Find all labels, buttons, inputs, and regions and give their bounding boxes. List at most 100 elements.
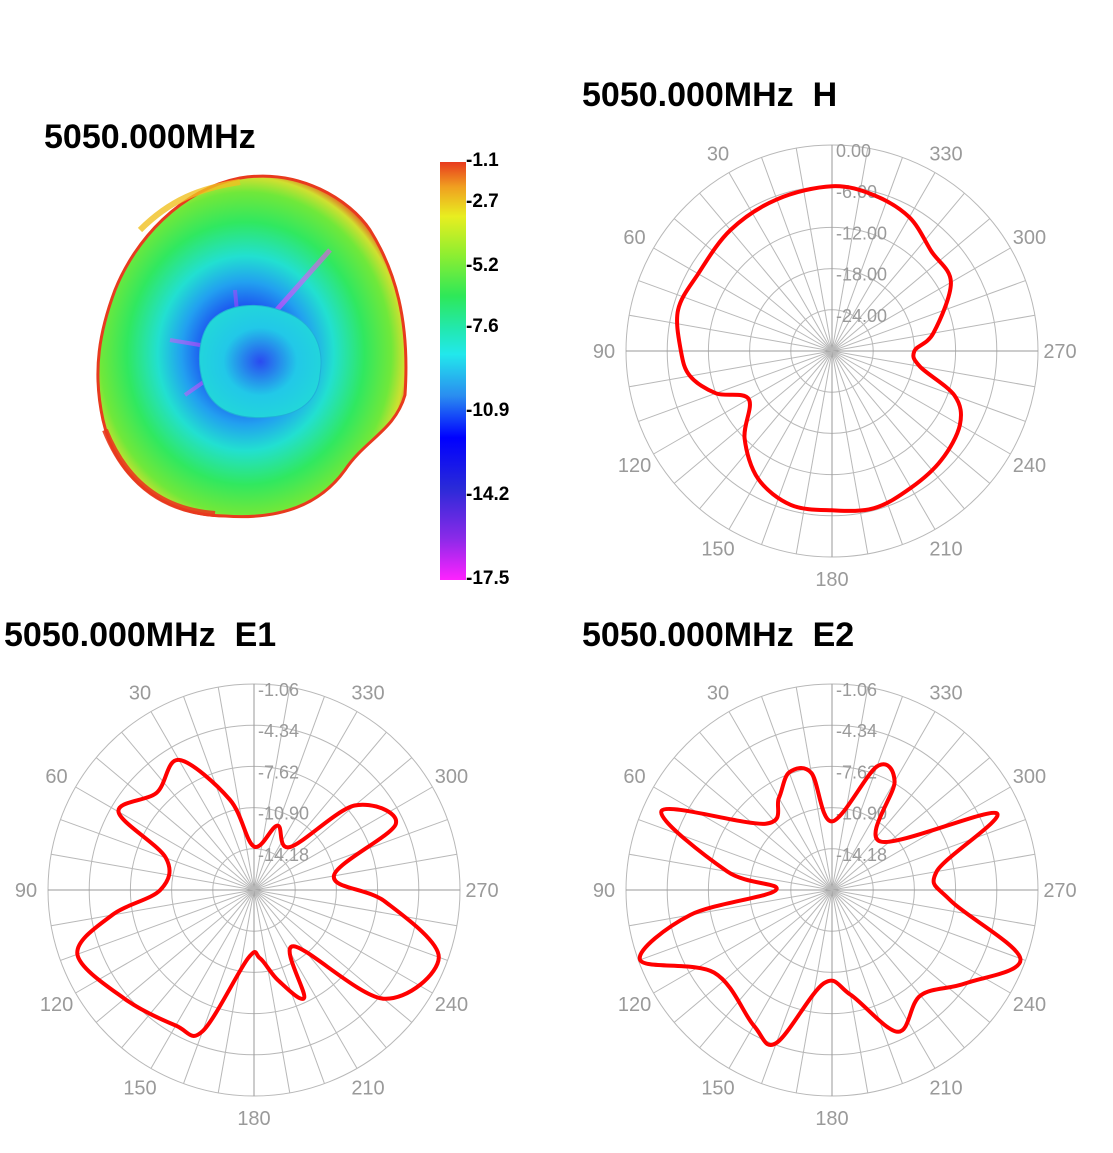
h-angle-label: 210 — [929, 538, 962, 560]
e1-angle-label: 210 — [351, 1077, 384, 1099]
h-grid-spoke — [831, 192, 965, 352]
colorbar-tick-label: -1.1 — [466, 150, 499, 171]
colorbar-tick-label: -7.6 — [466, 315, 499, 337]
h-angle-label: 150 — [701, 538, 734, 560]
e2-grid-spoke — [699, 889, 833, 1049]
e1-angle-label: 90 — [15, 880, 37, 902]
h-angle-label: 120 — [618, 455, 651, 477]
e1-grid-spoke — [253, 889, 387, 1049]
e1-pattern-trace — [75, 757, 441, 1038]
e2-angle-label: 330 — [929, 683, 962, 705]
e1-grid-spoke — [75, 889, 255, 994]
h-angle-label: 180 — [815, 569, 848, 591]
e1-angle-label: 120 — [40, 994, 73, 1016]
h-grid-spoke — [831, 218, 991, 352]
colorbar-tick-label: -10.9 — [466, 399, 510, 421]
h-grid-spoke — [638, 280, 833, 352]
e1-radial-label: -10.90 — [258, 804, 309, 824]
e2-grid-spoke — [638, 889, 833, 961]
h-grid-spoke — [728, 350, 833, 530]
h-grid-spoke — [653, 247, 833, 352]
e2-grid-spoke — [761, 696, 833, 891]
e2-grid-spoke — [728, 711, 833, 891]
h-angle-label: 300 — [1013, 227, 1046, 249]
h-grid-spoke — [673, 350, 833, 484]
h-grid-spoke — [699, 350, 833, 510]
e2-radial-label: -14.18 — [836, 845, 887, 865]
e2-angle-label: 270 — [1043, 880, 1076, 902]
h-grid-spoke — [831, 280, 1026, 352]
e1-grid-spoke — [253, 853, 457, 891]
e2-grid-spoke — [831, 889, 936, 1069]
h-grid-spoke — [831, 350, 1011, 455]
h-grid-spoke — [831, 350, 965, 510]
e1-grid-spoke — [253, 696, 325, 891]
h-grid-spoke — [831, 350, 936, 530]
e2-angle-label: 90 — [593, 880, 615, 902]
h-angle-label: 30 — [707, 144, 729, 166]
h-grid-spoke — [795, 350, 833, 554]
e2-angle-label: 120 — [618, 994, 651, 1016]
e2-grid-spoke — [629, 889, 833, 927]
e1-angle-label: 270 — [465, 880, 498, 902]
e1-grid-spoke — [253, 757, 413, 891]
e2-grid-spoke — [831, 889, 1011, 994]
h-grid-spoke — [638, 350, 833, 422]
h-grid-spoke — [795, 148, 833, 352]
e1-grid-spoke — [253, 711, 358, 891]
h-grid-spoke — [831, 148, 869, 352]
e2-angle-label: 210 — [929, 1077, 962, 1099]
e2-grid-spoke — [831, 757, 991, 891]
e1-grid-spoke — [95, 889, 255, 1023]
h-plane-title: 5050.000MHz H — [582, 76, 838, 114]
h-angle-label: 270 — [1043, 341, 1076, 363]
h-pattern-trace — [675, 184, 963, 513]
e2-grid-spoke — [831, 687, 869, 891]
e2-angle-label: 300 — [1013, 766, 1046, 788]
h-radial-label: -12.00 — [836, 223, 887, 243]
e2-plane-title: 5050.000MHz E2 — [582, 616, 855, 654]
e1-grid-spoke — [121, 731, 255, 891]
e1-grid-spoke — [75, 786, 255, 891]
e1-grid-spoke — [217, 889, 255, 1093]
e1-angle-label: 300 — [435, 766, 468, 788]
colorbar — [440, 162, 466, 580]
e1-grid-spoke — [253, 819, 448, 891]
e1-grid-spoke — [253, 731, 387, 891]
colorbar-tick-label: -14.2 — [466, 483, 510, 505]
e1-angle-label: 150 — [123, 1077, 156, 1099]
e2-grid-spoke — [761, 889, 833, 1084]
e2-grid-spoke — [831, 889, 1035, 927]
e1-radial-label: -1.06 — [258, 680, 299, 700]
e2-angle-label: 180 — [815, 1108, 848, 1130]
colorbar-tick-label: -17.5 — [466, 568, 510, 589]
h-grid-spoke — [629, 314, 833, 352]
e1-grid-spoke — [51, 889, 255, 927]
e1-radial-label: -14.18 — [258, 845, 309, 865]
e1-grid-spoke — [253, 889, 358, 1069]
h-grid-spoke — [699, 192, 833, 352]
e2-pattern-trace — [638, 762, 1023, 1047]
h-grid-spoke — [831, 172, 936, 352]
h-grid-spoke — [831, 350, 869, 554]
e2-grid-spoke — [653, 889, 833, 994]
e1-grid-spoke — [253, 687, 291, 891]
e2-grid-spoke — [831, 889, 903, 1084]
e2-grid-spoke — [831, 889, 869, 1093]
e1-grid-spoke — [95, 757, 255, 891]
h-grid-spoke — [831, 247, 1011, 352]
h-radial-label: 0.00 — [836, 141, 871, 161]
e2-grid-spoke — [638, 819, 833, 891]
colorbar-tick-label: -5.2 — [466, 254, 499, 276]
e1-angle-label: 240 — [435, 994, 468, 1016]
e1-angle-label: 60 — [45, 766, 67, 788]
e1-grid-spoke — [253, 889, 433, 994]
h-grid-spoke — [728, 172, 833, 352]
e1-grid-spoke — [150, 889, 255, 1069]
e2-angle-label: 240 — [1013, 994, 1046, 1016]
e2-grid-spoke — [795, 687, 833, 891]
h-grid-spoke — [629, 350, 833, 388]
e2-grid-spoke — [831, 786, 1011, 891]
